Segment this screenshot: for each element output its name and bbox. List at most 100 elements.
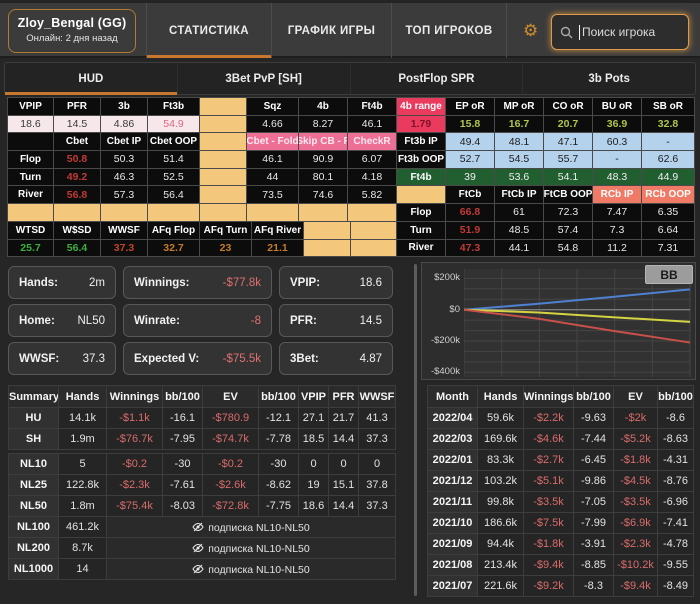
empty-cell [200, 204, 246, 221]
stat-value: 60.3 [593, 133, 641, 150]
cell: 99.8k [478, 492, 524, 513]
top-tabs: СТАТИСТИКАГРАФИК ИГРЫТОП ИГРОКОВ [146, 3, 507, 58]
gear-icon[interactable]: ⚙ [523, 22, 538, 39]
row-label: 2021/07 [428, 576, 478, 597]
cell: -$1.8k [524, 534, 574, 555]
stat-value: 57.4 [544, 222, 592, 239]
summary-box-label: WWSF: [19, 353, 59, 365]
column-header: Summary [9, 386, 59, 408]
cell: -$3.5k [524, 492, 574, 513]
row-label: 2021/09 [428, 534, 478, 555]
table-row: NL105-$0.2-30-$0.2-30000 [9, 454, 396, 475]
text-caret [579, 25, 580, 40]
top-tab[interactable]: ГРАФИК ИГРЫ [271, 3, 391, 58]
hud-tab[interactable]: 3Bet PvP [SH] [177, 63, 350, 94]
stat-label: W$SD [54, 222, 100, 239]
cell: 27.1 [299, 408, 329, 429]
stat-label: WTSD [8, 222, 53, 239]
empty-cell [397, 186, 445, 203]
summary-box: Expected V:-$75.5k [123, 342, 272, 375]
stat-value: 46.1 [247, 151, 298, 168]
stat-label: FtCb [446, 186, 494, 203]
column-header: Winnings [107, 386, 163, 408]
cell: -7.78 [259, 429, 299, 450]
summary-box-value: 2m [89, 277, 105, 289]
hud-tab[interactable]: PostFlop SPR [350, 63, 523, 94]
stat-label: Cbet OOP [148, 133, 199, 150]
cell: 18.6 [299, 496, 329, 517]
table-row: 2021/0994.4k-$1.8k-3.91-$2.3k-4.78 [428, 534, 694, 555]
row-label: 2021/10 [428, 513, 478, 534]
column-header: Winnings [524, 386, 574, 408]
stat-label: AFq Turn [200, 222, 251, 239]
player-badge[interactable]: Zloy_Bengal (GG) Онлайн: 2 дня назад [8, 9, 136, 53]
hud-tab[interactable]: 3b Pots [522, 63, 695, 94]
stat-value: 49.2 [54, 169, 100, 186]
cell: 8.7k [59, 538, 107, 559]
stats-grid-row: WTSDW$SDWWSFAFq FlopAFq TurnAFq RiverTur… [8, 222, 694, 239]
summary-box: PFR:14.5 [279, 304, 393, 337]
stat-value: 73.5 [247, 186, 298, 203]
summary-box-label: Home: [19, 315, 55, 327]
column-header: bb/100 [259, 386, 299, 408]
summary-box-value: -8 [251, 315, 261, 327]
cell: -$74.7k [203, 429, 259, 450]
stat-value: 52.7 [446, 151, 494, 168]
stat-value: 54.5 [495, 151, 543, 168]
table-row: HU14.1k-$1.1k-16.1-$780.9-12.127.121.741… [9, 408, 396, 429]
stat-label: Ft4b [348, 98, 396, 115]
table-row: NL25122.8k-$2.3k-7.61-$2.6k-8.621915.137… [9, 475, 396, 496]
subscription-cell[interactable]: подписка NL10-NL50 [107, 517, 396, 538]
column-header: EV [203, 386, 259, 408]
row-label: NL25 [9, 475, 59, 496]
cell: 18.5 [299, 429, 329, 450]
stat-label: VPIP [8, 98, 53, 115]
cell: -7.41 [658, 513, 694, 534]
empty-cell [200, 169, 246, 186]
stat-value: 36.9 [593, 116, 641, 133]
summary-box: VPIP:18.6 [279, 266, 393, 299]
stat-value: 52.5 [148, 169, 199, 186]
cell: -7.99 [574, 513, 614, 534]
stat-value: 54.9 [148, 116, 199, 133]
cell: -$76.7k [107, 429, 163, 450]
empty-cell [299, 204, 347, 221]
stat-label: AFq River [252, 222, 303, 239]
stat-value: 56.4 [148, 186, 199, 203]
stat-value: 47.1 [544, 133, 592, 150]
column-header: Hands [59, 386, 107, 408]
subscription-cell[interactable]: подписка NL10-NL50 [107, 538, 396, 559]
column-header: EV [614, 386, 658, 408]
eye-off-icon [192, 542, 204, 554]
table-row: NL100461.2kподписка NL10-NL50 [9, 517, 396, 538]
hud-tab[interactable]: HUD [5, 63, 177, 94]
stat-value: 37.3 [101, 240, 147, 257]
stat-label: Turn [397, 222, 445, 239]
row-label: 2022/03 [428, 429, 478, 450]
empty-cell [101, 204, 147, 221]
stat-label: Flop [8, 151, 53, 168]
summary-table-body: SummaryHandsWinningsbb/100EVbb/100VPIPPF… [9, 386, 396, 580]
stat-label: Ft3b OOP [397, 151, 445, 168]
stat-value: 48.1 [495, 133, 543, 150]
stat-value: 6.07 [348, 151, 396, 168]
cell: -8.76 [658, 471, 694, 492]
stat-label: Cbet [54, 133, 100, 150]
empty-cell [247, 204, 298, 221]
stat-value: 20.7 [544, 116, 592, 133]
empty-cell [200, 186, 246, 203]
stat-label: BU oR [593, 98, 641, 115]
cell: -8.03 [163, 496, 203, 517]
search-input[interactable]: Поиск игрока [551, 14, 689, 50]
top-tab[interactable]: СТАТИСТИКА [146, 3, 271, 58]
bb-toggle-button[interactable]: BB [645, 265, 693, 284]
cell: -$2k [614, 408, 658, 429]
vertical-scrollbar[interactable] [414, 264, 417, 596]
stats-grid-row: Turn49.246.352.54480.14.18Ft4b3953.654.1… [8, 169, 694, 186]
row-label: 2021/12 [428, 471, 478, 492]
subscription-cell[interactable]: подписка NL10-NL50 [107, 559, 396, 580]
stat-label: 4b range [397, 98, 445, 115]
top-tab[interactable]: ТОП ИГРОКОВ [391, 3, 507, 58]
cell: 103.2k [478, 471, 524, 492]
stat-value: 61 [495, 204, 543, 221]
